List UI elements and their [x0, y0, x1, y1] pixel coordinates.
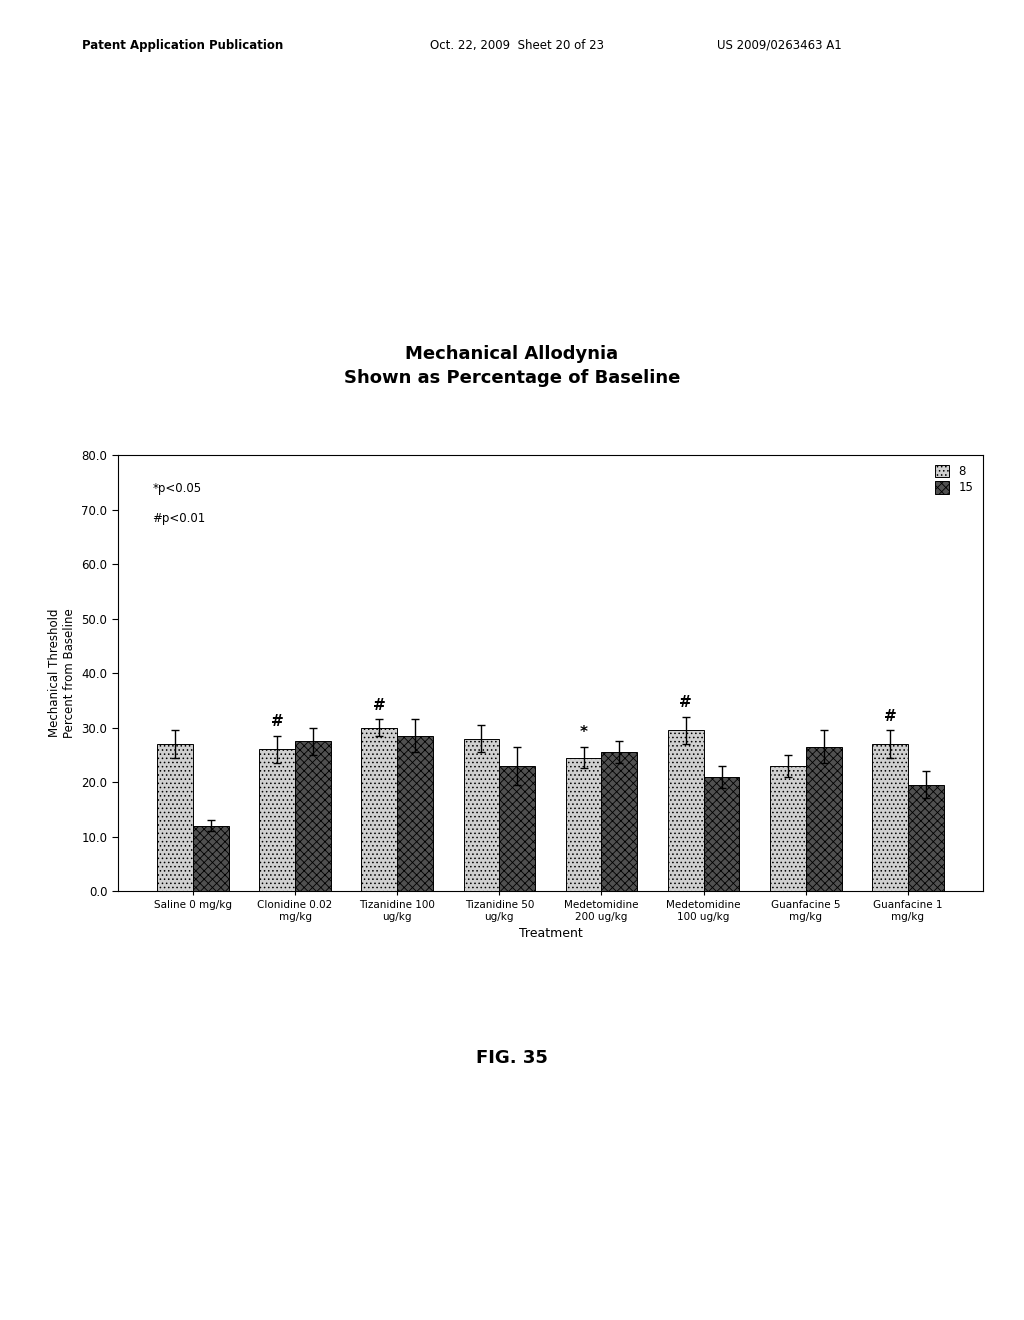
Bar [668, 730, 703, 891]
Text: Mechanical Allodynia: Mechanical Allodynia [406, 345, 618, 363]
Text: #: # [679, 696, 692, 710]
Text: US 2009/0263463 A1: US 2009/0263463 A1 [717, 38, 842, 51]
Text: Oct. 22, 2009  Sheet 20 of 23: Oct. 22, 2009 Sheet 20 of 23 [430, 38, 604, 51]
Bar [872, 744, 908, 891]
Text: *p<0.05: *p<0.05 [153, 482, 202, 495]
Bar [193, 826, 228, 891]
Text: #: # [270, 714, 284, 729]
Text: FIG. 35: FIG. 35 [476, 1048, 548, 1067]
Bar [397, 735, 433, 891]
Text: #: # [884, 709, 896, 723]
Text: *: * [580, 725, 588, 741]
Text: #: # [373, 698, 386, 713]
Bar [565, 758, 601, 891]
Bar [601, 752, 637, 891]
Bar [157, 744, 193, 891]
Bar [500, 766, 536, 891]
Bar [806, 747, 842, 891]
Bar [295, 742, 331, 891]
Y-axis label: Mechanical Threshold
Percent from Baseline: Mechanical Threshold Percent from Baseli… [48, 609, 76, 738]
Bar [908, 785, 944, 891]
Legend: 8, 15: 8, 15 [932, 461, 977, 498]
Text: Shown as Percentage of Baseline: Shown as Percentage of Baseline [344, 368, 680, 387]
Bar [770, 766, 806, 891]
Bar [703, 776, 739, 891]
Bar [259, 750, 295, 891]
Bar [361, 727, 397, 891]
X-axis label: Treatment: Treatment [518, 927, 583, 940]
Text: #p<0.01: #p<0.01 [153, 512, 206, 525]
Bar [464, 739, 500, 891]
Text: Patent Application Publication: Patent Application Publication [82, 38, 284, 51]
